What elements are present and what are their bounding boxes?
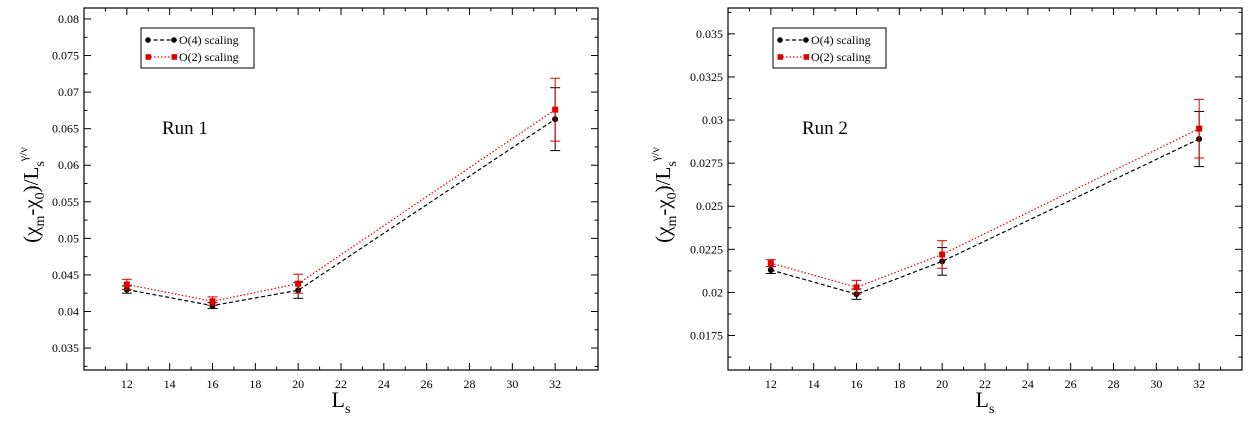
x-axis-label: Ls — [976, 387, 995, 417]
y-tick-label: 0.02 — [702, 285, 723, 299]
data-point — [552, 106, 559, 113]
x-tick-label: 24 — [378, 377, 390, 391]
y-axis-label: (χm-χ0)/Lsγ/ν — [16, 147, 48, 243]
x-tick-label: 32 — [549, 377, 561, 391]
y-label-part: (χ — [651, 226, 675, 243]
y-axis-label: (χm-χ0)/Lsγ/ν — [648, 147, 680, 243]
y-tick-label: 0.035 — [52, 341, 79, 355]
x-tick-label: 28 — [464, 377, 476, 391]
x-tick-label: 16 — [207, 377, 219, 391]
x-tick-label: 18 — [249, 377, 261, 391]
data-point — [1196, 125, 1203, 132]
y-tick-label: 0.075 — [52, 49, 79, 63]
x-tick-label: 20 — [936, 377, 948, 391]
series-line — [126, 109, 556, 302]
data-point — [767, 267, 774, 274]
legend-marker — [803, 54, 810, 60]
data-point — [939, 251, 946, 258]
x-tick-label: 12 — [765, 377, 777, 391]
legend-label: O(2) scaling — [811, 50, 871, 64]
y-tick-label: 0.03 — [702, 113, 723, 127]
legend-marker — [145, 54, 152, 60]
data-point — [123, 281, 130, 288]
y-label-sub: 0 — [33, 192, 48, 199]
data-point — [209, 298, 216, 305]
chart-panel-run-1: 12 14 16 18 20 22 24 26 28 30 32 0.035 0.04 0.045 0.05… — [16, 7, 599, 417]
x-axis-label: Ls — [332, 387, 351, 417]
run-annotation: Run 2 — [802, 118, 848, 139]
x-tick-label: 26 — [421, 377, 433, 391]
y-label-sub: s — [33, 161, 48, 166]
x-tick-label: 30 — [1150, 377, 1162, 391]
y-tick-label: 0.035 — [696, 27, 723, 41]
run-annotation: Run 1 — [162, 118, 208, 139]
x-axis-label-main: L — [976, 387, 989, 412]
y-tick-label: 0.065 — [52, 122, 79, 136]
x-tick-label: 26 — [1065, 377, 1077, 391]
y-tick-label: 0.0325 — [690, 70, 723, 84]
y-tick-label: 0.0225 — [690, 242, 723, 256]
series-line — [770, 138, 1200, 295]
y-label-part: -χ — [19, 199, 43, 216]
x-tick-label: 12 — [121, 377, 133, 391]
y-label-sup: γ/ν — [648, 147, 662, 163]
legend-marker — [171, 37, 177, 43]
x-tick-label: 24 — [1022, 377, 1034, 391]
y-label-sub: s — [665, 161, 680, 166]
y-label-part: -χ — [651, 199, 675, 216]
data-point — [767, 260, 774, 267]
x-axis-label-main: L — [332, 387, 345, 412]
x-tick-label: 30 — [506, 377, 518, 391]
legend-label: O(4) scaling — [179, 33, 239, 47]
y-label-sub: 0 — [665, 192, 680, 199]
y-label-sub: m — [665, 216, 680, 227]
x-axis-label-sub: s — [989, 402, 994, 417]
x-tick-label: 22 — [979, 377, 991, 391]
y-tick-label: 0.05 — [58, 231, 79, 245]
legend-box — [140, 27, 255, 69]
x-tick-label: 20 — [292, 377, 304, 391]
series-line — [126, 118, 556, 307]
y-tick-label: 0.08 — [58, 12, 79, 26]
y-tick-label: 0.07 — [58, 85, 79, 99]
y-tick-label: 0.045 — [52, 268, 79, 282]
x-tick-label: 32 — [1193, 377, 1205, 391]
y-tick-label: 0.055 — [52, 195, 79, 209]
x-tick-label: 16 — [851, 377, 863, 391]
x-tick-label: 14 — [808, 377, 820, 391]
y-label-part: )/L — [19, 167, 43, 193]
y-label-sub: m — [33, 216, 48, 227]
x-tick-label: 28 — [1108, 377, 1120, 391]
x-axis-label-sub: s — [345, 402, 350, 417]
data-point — [853, 284, 860, 291]
data-point — [295, 280, 302, 287]
x-tick-label: 18 — [893, 377, 905, 391]
y-tick-label: 0.06 — [58, 158, 79, 172]
legend-marker — [777, 37, 783, 43]
legend-marker — [145, 37, 151, 43]
y-label-part: )/L — [651, 167, 675, 193]
legend-marker — [777, 54, 784, 60]
y-tick-label: 0.0275 — [690, 156, 723, 170]
chart-panel-run-2: 12 14 16 18 20 22 24 26 28 30 32 0.0175 0.02 0.0225 0.… — [648, 7, 1243, 417]
y-label-part: (χ — [19, 226, 43, 243]
y-tick-label: 0.04 — [58, 304, 79, 318]
y-tick-label: 0.0175 — [690, 329, 723, 343]
legend-label: O(4) scaling — [811, 33, 871, 47]
y-label-sup: γ/ν — [16, 147, 30, 163]
legend-marker — [803, 37, 809, 43]
x-tick-label: 14 — [164, 377, 176, 391]
legend-box — [772, 27, 887, 69]
y-tick-label: 0.025 — [696, 199, 723, 213]
series-line — [770, 128, 1200, 288]
x-tick-label: 22 — [335, 377, 347, 391]
legend-marker — [171, 54, 178, 60]
legend-label: O(2) scaling — [179, 50, 239, 64]
